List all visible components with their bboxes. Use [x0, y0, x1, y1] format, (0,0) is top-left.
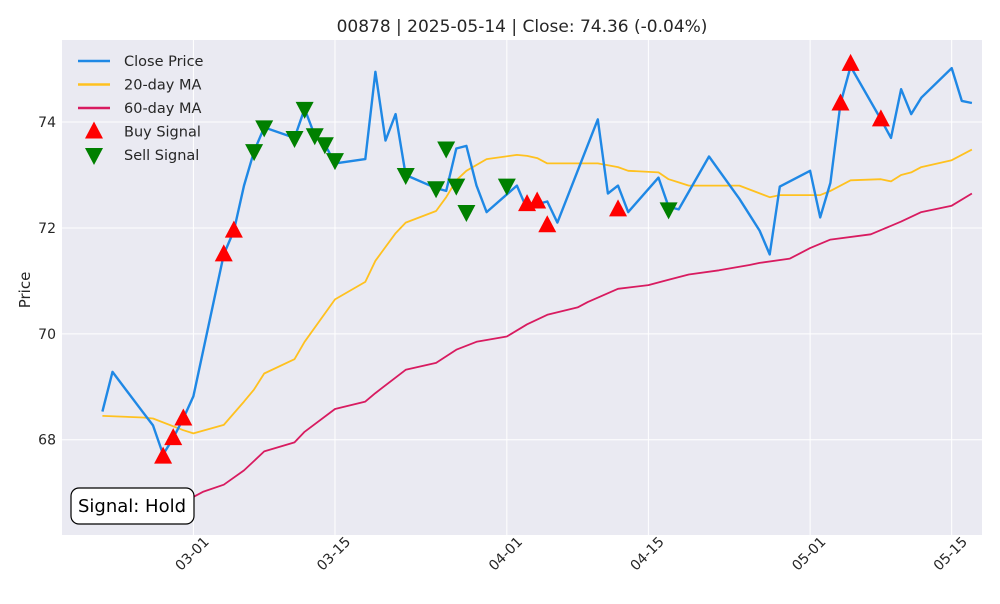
sell-signal-marker — [315, 137, 334, 155]
x-tick-label: 03-15 — [314, 534, 354, 574]
signal-annotation: Signal: Hold — [70, 487, 195, 525]
buy-signal-marker — [164, 428, 183, 446]
buy-signal-marker — [831, 93, 850, 111]
series-line — [102, 148, 973, 435]
buy-signal-marker — [224, 220, 243, 238]
sell-signal-marker — [447, 178, 466, 196]
sell-signal-marker — [457, 205, 476, 223]
series-layer — [101, 65, 973, 503]
y-axis-label: Price — [16, 272, 34, 309]
x-tick-label: 05-15 — [931, 534, 971, 574]
sell-signal-marker — [285, 130, 304, 148]
x-tick-label: 04-15 — [628, 534, 668, 574]
sell-signal-marker — [437, 141, 456, 159]
series-line — [101, 65, 973, 456]
sell-signal-marker — [659, 202, 678, 220]
x-tick-label: 03-01 — [173, 534, 213, 574]
buy-signal-marker — [174, 408, 193, 426]
buy-signal-marker — [871, 109, 890, 127]
legend: Close Price 20-day MA 60-day MA Buy Signal S… — [78, 54, 204, 165]
x-tick-label: 05-01 — [789, 534, 829, 574]
buy-signal-marker — [154, 446, 173, 464]
buy-signal-marker — [841, 53, 860, 71]
x-axis-ticks: 03-01 03-15 04-01 04-15 05-01 05-15 — [173, 534, 971, 574]
legend-swatch — [85, 121, 103, 139]
sell-signal-marker — [325, 153, 344, 171]
marker-layer — [154, 53, 890, 464]
legend-label: Close Price — [124, 54, 204, 70]
sell-signal-marker — [396, 168, 415, 185]
chart-title: 00878 | 2025-05-14 | Close: 74.36 (-0.04… — [337, 17, 708, 37]
y-axis-ticks: 68 70 72 74 — [38, 115, 56, 449]
sell-signal-marker — [255, 120, 274, 138]
buy-signal-marker — [214, 244, 233, 262]
sell-signal-marker — [427, 181, 446, 199]
y-tick-label: 72 — [38, 221, 56, 237]
signal-annotation-box — [70, 487, 195, 525]
y-tick-label: 70 — [38, 327, 56, 343]
y-tick-label: 68 — [38, 433, 56, 449]
y-tick-label: 74 — [38, 115, 56, 131]
series-line — [182, 192, 973, 503]
legend-label: 60-day MA — [124, 101, 201, 117]
legend-label: 20-day MA — [124, 78, 201, 94]
sell-signal-marker — [295, 101, 314, 119]
x-tick-label: 04-01 — [486, 534, 526, 574]
buy-signal-marker — [538, 215, 557, 233]
legend-label: Sell Signal — [124, 148, 199, 164]
sell-signal-marker — [305, 128, 324, 146]
sell-signal-marker — [245, 144, 264, 162]
legend-swatch — [85, 148, 103, 165]
buy-signal-marker — [609, 199, 628, 217]
grid — [62, 40, 982, 535]
legend-label: Buy Signal — [124, 125, 201, 141]
sell-signal-marker — [497, 178, 516, 196]
buy-signal-marker — [528, 191, 547, 209]
signal-annotation-text: Signal: Hold — [78, 496, 186, 517]
